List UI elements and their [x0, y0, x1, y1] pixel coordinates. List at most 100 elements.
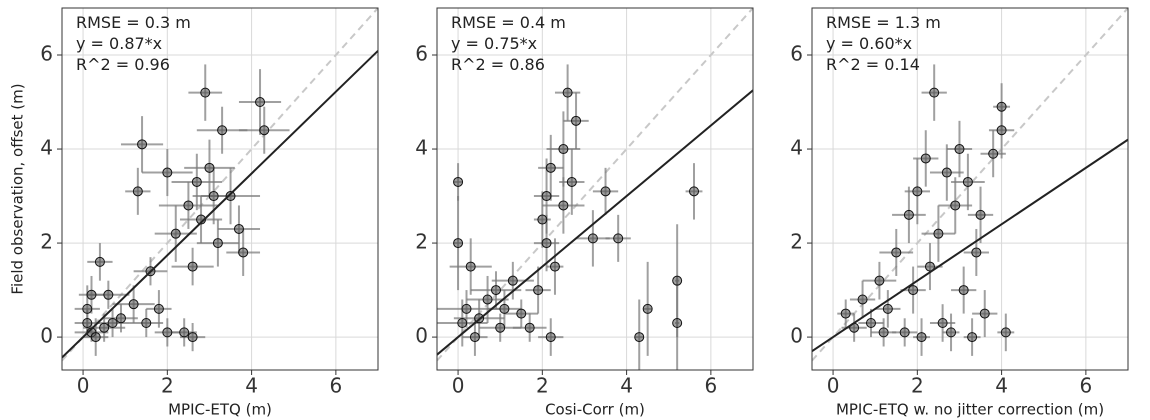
axes-frame — [811, 7, 1129, 371]
point — [179, 327, 190, 338]
x-axis-label: MPIC-ETQ w. no jitter correction (m) — [836, 401, 1104, 419]
y-tick-label: 6 — [790, 42, 803, 66]
point — [566, 176, 577, 187]
point — [86, 289, 97, 300]
point — [137, 139, 148, 150]
point — [457, 317, 468, 328]
point — [212, 238, 223, 249]
point — [958, 285, 969, 296]
plot-area — [437, 8, 753, 370]
y-axis-label: Field observation, offset (m) — [9, 83, 27, 294]
point — [857, 294, 868, 305]
point — [946, 327, 957, 338]
x-tick-label: 2 — [911, 374, 924, 398]
x-tick-label: 4 — [620, 374, 633, 398]
point — [107, 317, 118, 328]
point — [541, 238, 552, 249]
annotation: RMSE = 0.4 m — [451, 13, 566, 32]
annotation: RMSE = 0.3 m — [76, 13, 191, 32]
point — [941, 167, 952, 178]
point — [937, 317, 948, 328]
point — [979, 308, 990, 319]
y-tick-label: 6 — [415, 42, 428, 66]
point — [613, 233, 624, 244]
point — [587, 233, 598, 244]
point — [891, 247, 902, 258]
point — [225, 191, 236, 202]
point — [558, 200, 569, 211]
fit-line — [62, 50, 378, 359]
point — [233, 223, 244, 234]
point — [128, 299, 139, 310]
point — [200, 87, 211, 98]
panel: 0 2 4 6 0 2 4 6 RMSE = 1.3 m y = 0.60*x R^2 = 0.14… — [790, 7, 1129, 419]
point — [882, 303, 893, 314]
y-tick-label: 4 — [790, 136, 803, 160]
point — [840, 308, 851, 319]
point — [899, 327, 910, 338]
point — [996, 125, 1007, 136]
x-axis-label: MPIC-ETQ (m) — [168, 401, 272, 419]
point — [689, 186, 700, 197]
point — [571, 115, 582, 126]
x-tick-label: 4 — [245, 374, 258, 398]
axes-frame — [436, 7, 754, 371]
y-tick-label: 2 — [40, 230, 53, 254]
point — [162, 327, 173, 338]
point — [600, 186, 611, 197]
point — [141, 317, 152, 328]
point — [208, 191, 219, 202]
annotation: R^2 = 0.14 — [826, 55, 920, 74]
point — [912, 186, 923, 197]
point — [642, 303, 653, 314]
y-tick-label: 2 — [415, 230, 428, 254]
point — [874, 275, 885, 286]
point — [562, 87, 573, 98]
x-tick-label: 0 — [452, 374, 465, 398]
point — [453, 176, 464, 187]
panel: 0 2 4 6 0 2 4 6 RMSE = 0.4 m y = 0.75*x R^2 = 0.86… — [415, 7, 754, 419]
fit-line — [437, 89, 753, 356]
annotation: RMSE = 1.3 m — [826, 13, 941, 32]
point — [217, 125, 228, 136]
panel: 0 2 4 6 0 2 4 6 RMSE = 0.3 m y = 0.87*x R^2 = 0.96… — [9, 7, 379, 419]
x-tick-label: 6 — [1079, 374, 1092, 398]
x-tick-label: 6 — [329, 374, 342, 398]
point — [672, 317, 683, 328]
point — [1000, 327, 1011, 338]
point — [996, 101, 1007, 112]
point — [204, 162, 215, 173]
point — [499, 303, 510, 314]
point — [967, 332, 978, 343]
point — [954, 144, 965, 155]
point — [920, 153, 931, 164]
point — [537, 214, 548, 225]
y-tick-label: 0 — [790, 324, 803, 348]
point — [975, 209, 986, 220]
point — [950, 200, 961, 211]
point — [170, 228, 181, 239]
point — [191, 176, 202, 187]
x-axis-label: Cosi-Corr (m) — [545, 401, 645, 419]
point — [962, 176, 973, 187]
point — [490, 285, 501, 296]
point — [929, 87, 940, 98]
point — [545, 162, 556, 173]
point — [255, 97, 266, 108]
point — [672, 275, 683, 286]
point — [103, 289, 114, 300]
point — [461, 303, 472, 314]
point — [908, 285, 919, 296]
point — [259, 125, 270, 136]
y-tick-label: 6 — [40, 42, 53, 66]
x-tick-label: 2 — [536, 374, 549, 398]
point — [495, 322, 506, 333]
point — [549, 261, 560, 272]
point — [162, 167, 173, 178]
point — [469, 332, 480, 343]
point — [916, 332, 927, 343]
annotation: y = 0.75*x — [451, 34, 537, 53]
annotation: y = 0.60*x — [826, 34, 912, 53]
axes-frame — [61, 7, 379, 371]
